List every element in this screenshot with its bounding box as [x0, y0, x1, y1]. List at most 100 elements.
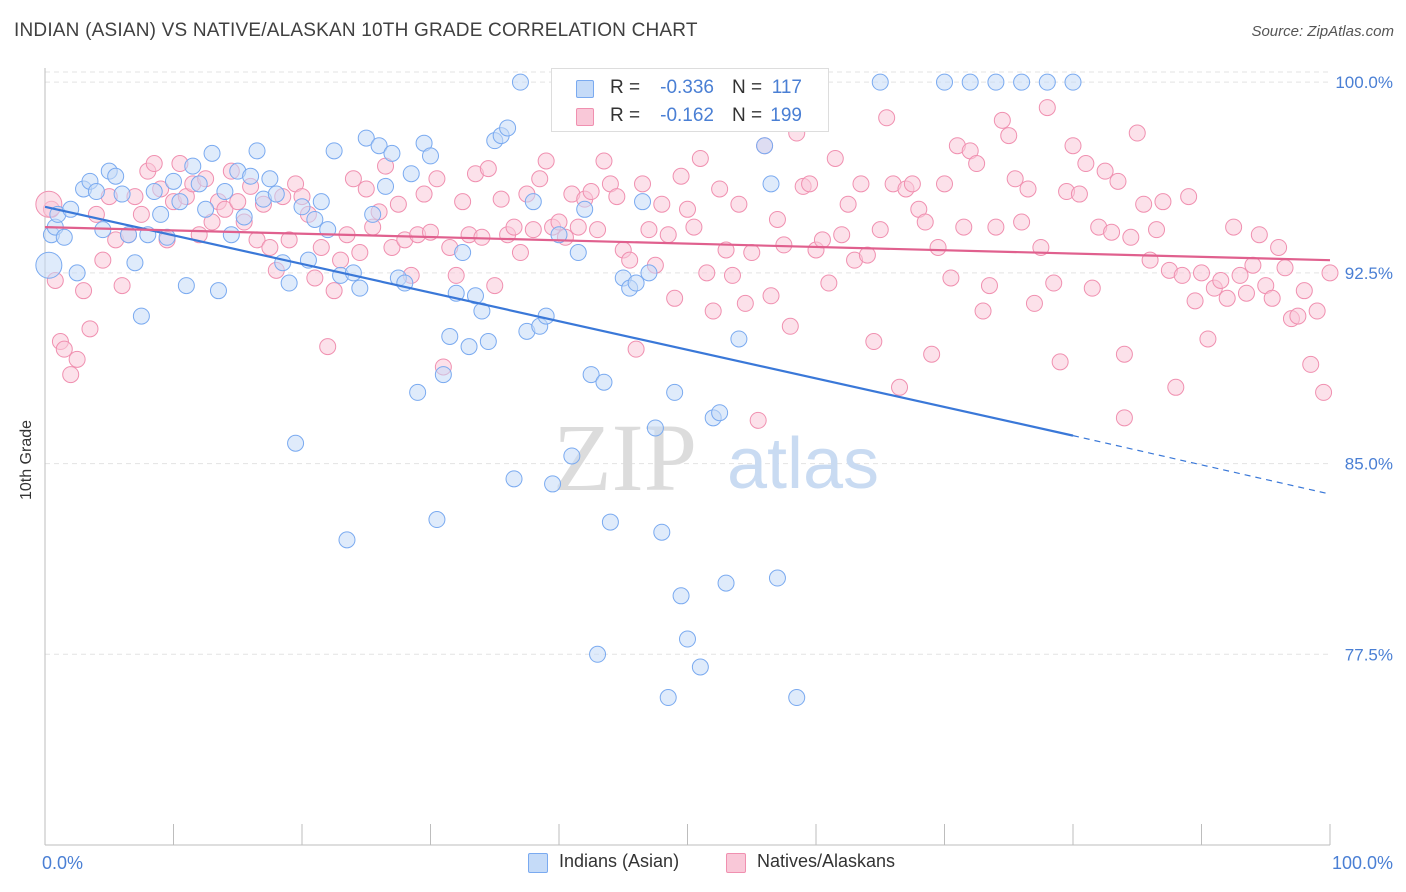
native-point	[145, 155, 163, 173]
native-point	[621, 251, 639, 269]
source-label: Source: ZipAtlas.com	[1251, 23, 1394, 40]
native-point	[820, 274, 838, 292]
native-point	[608, 188, 626, 206]
native-point	[801, 175, 819, 193]
indian-point	[126, 254, 144, 272]
indian-point	[627, 274, 645, 292]
native-point	[839, 195, 857, 213]
native-point	[261, 238, 279, 256]
indian-point	[306, 210, 324, 228]
indian-point	[325, 142, 343, 160]
indian-point	[1064, 73, 1082, 91]
native-point	[698, 264, 716, 282]
x-tick-label: 0.0%	[42, 853, 83, 873]
native-point	[1064, 137, 1082, 155]
native-point	[936, 175, 953, 193]
indian-point	[280, 274, 298, 292]
native-point	[1122, 228, 1140, 246]
native-point	[685, 218, 703, 236]
trend-lines	[44, 205, 1331, 495]
indian-point	[987, 73, 1005, 91]
native-point	[781, 317, 799, 335]
indian-point	[344, 264, 362, 282]
indian-point	[364, 205, 382, 223]
native-point	[743, 244, 761, 262]
indian-point	[441, 327, 459, 345]
native-point	[723, 266, 741, 284]
native-point	[1295, 282, 1313, 300]
indian-point	[666, 383, 684, 401]
native-point	[447, 266, 465, 284]
native-point	[492, 190, 510, 208]
native-point	[55, 340, 73, 358]
legend-row-natives: R = -0.162 N = 199	[552, 101, 828, 131]
indian-point	[691, 658, 709, 676]
native-point	[1045, 274, 1063, 292]
indian-point	[499, 119, 517, 137]
native-point	[1135, 195, 1153, 213]
indian-point	[544, 475, 562, 493]
native-point	[813, 231, 831, 249]
indian-point	[357, 129, 375, 147]
native-point	[1276, 259, 1294, 277]
indian-point	[454, 244, 472, 262]
native-point	[344, 170, 362, 188]
indian-point	[68, 264, 86, 282]
native-point	[1077, 155, 1095, 173]
indian-point	[479, 333, 497, 351]
native-point	[865, 333, 883, 351]
native-point	[1025, 294, 1043, 312]
indian-point	[107, 167, 125, 185]
indian-point	[370, 137, 388, 155]
indian-point	[113, 185, 131, 203]
indian-point	[711, 404, 729, 422]
indian-point	[595, 373, 613, 391]
legend-r-label: R =	[610, 77, 641, 98]
y-axis-label: 10th Grade	[18, 419, 35, 501]
native-point	[479, 160, 497, 178]
native-point	[1032, 238, 1050, 256]
native-point	[1083, 279, 1101, 297]
x-tick-label: 100.0%	[1332, 853, 1393, 873]
native-point	[891, 378, 909, 396]
native-point	[1148, 221, 1166, 239]
native-point	[974, 302, 992, 320]
indian-point	[248, 142, 266, 160]
indian-point	[171, 193, 189, 211]
native-point	[1173, 266, 1191, 284]
indian-point	[871, 73, 889, 91]
indian-point	[120, 226, 138, 244]
native-point	[537, 152, 555, 170]
native-point	[672, 167, 690, 185]
indian-point	[672, 587, 690, 605]
native-point	[1000, 127, 1018, 145]
native-point	[524, 221, 542, 239]
indian-point	[653, 523, 671, 541]
indian-point	[601, 513, 619, 531]
indian-point	[563, 447, 581, 465]
tick-labels: 100.0% 92.5% 85.0% 77.5% 0.0% 100.0%	[42, 73, 1393, 873]
native-point	[357, 180, 375, 198]
native-point	[1315, 383, 1333, 401]
native-point	[1051, 353, 1069, 371]
indian-point	[184, 157, 202, 175]
native-point	[833, 226, 851, 244]
chart-title: INDIAN (ASIAN) VS NATIVE/ALASKAN 10TH GR…	[14, 20, 698, 41]
native-point	[383, 238, 401, 256]
native-point	[1308, 302, 1326, 320]
indian-point	[177, 277, 195, 295]
indian-point	[505, 470, 523, 488]
indians-asian-points	[35, 73, 1082, 707]
native-point	[1289, 307, 1307, 325]
native-point	[351, 244, 369, 262]
indian-point	[762, 175, 780, 193]
native-point	[852, 175, 870, 193]
native-point	[582, 183, 600, 201]
indian-point	[62, 200, 80, 218]
native-point	[81, 320, 99, 338]
native-point	[942, 269, 960, 287]
native-point	[1218, 289, 1236, 307]
native-point	[1270, 238, 1288, 256]
native-point	[1103, 223, 1121, 241]
indian-point	[582, 366, 600, 384]
